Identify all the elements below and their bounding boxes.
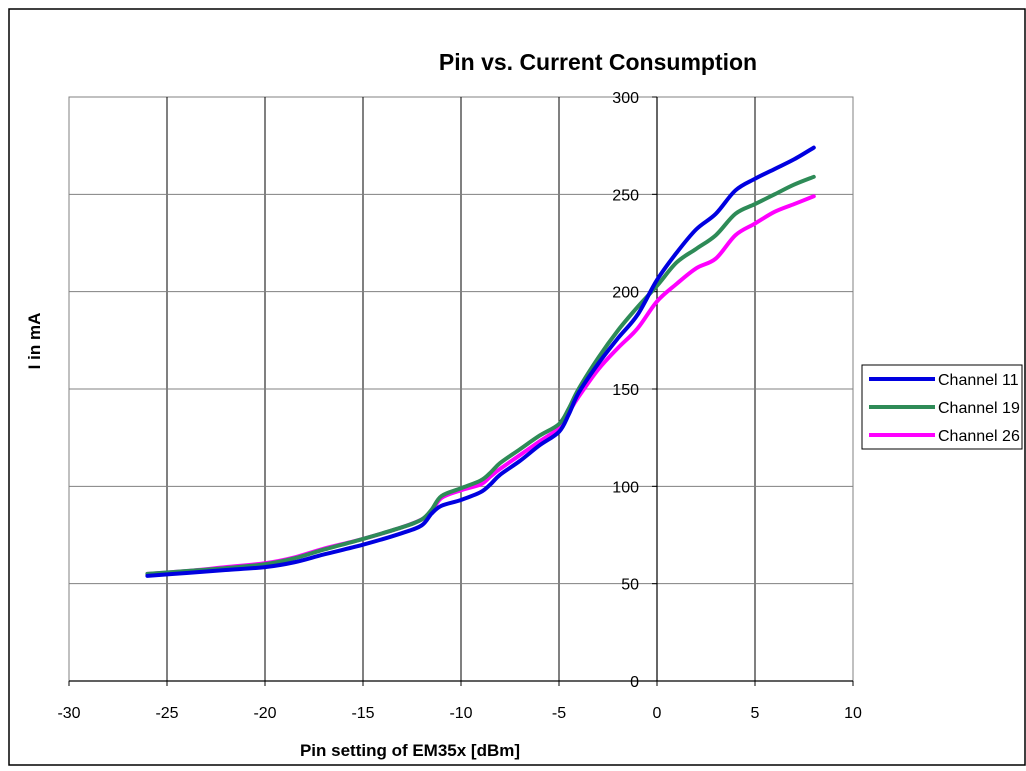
y-tick-label: 0 (630, 674, 639, 691)
x-tick-label: 10 (844, 705, 862, 722)
x-tick-label: -20 (253, 705, 276, 722)
x-tick-label: -30 (57, 705, 80, 722)
legend: Channel 11 Channel 19 Channel 26 (861, 364, 1023, 450)
y-tick-labels: 0 50 100 150 200 250 300 (612, 90, 639, 691)
series-line-channel-19 (145, 174, 816, 576)
legend-items: Channel 11 Channel 19 Channel 26 (869, 372, 1020, 445)
x-tick-label: -15 (351, 705, 374, 722)
y-axis-label: I in mA (25, 313, 44, 370)
x-tick-label: -5 (552, 705, 566, 722)
legend-label-channel-26: Channel 26 (938, 428, 1020, 445)
legend-label-channel-19: Channel 19 (938, 400, 1020, 417)
chart-title: Pin vs. Current Consumption (439, 49, 757, 75)
y-tick-label: 50 (621, 577, 639, 594)
x-tick-label: -25 (155, 705, 178, 722)
x-tick-label: 0 (653, 705, 662, 722)
x-axis-label: Pin setting of EM35x [dBm] (300, 741, 520, 760)
x-tick-labels: -30 -25 -20 -15 -10 -5 0 5 10 (57, 705, 862, 722)
series-layer (145, 145, 816, 578)
axes-layer (68, 96, 854, 686)
series-line-channel-11 (145, 145, 816, 578)
y-tick-label: 250 (612, 187, 639, 204)
x-tick-label: 5 (751, 705, 760, 722)
y-tick-label: 100 (612, 479, 639, 496)
x-tick-label: -10 (449, 705, 472, 722)
y-tick-label: 150 (612, 382, 639, 399)
y-tick-label: 200 (612, 285, 639, 302)
legend-label-channel-11: Channel 11 (938, 372, 1019, 389)
y-tick-label: 300 (612, 90, 639, 107)
